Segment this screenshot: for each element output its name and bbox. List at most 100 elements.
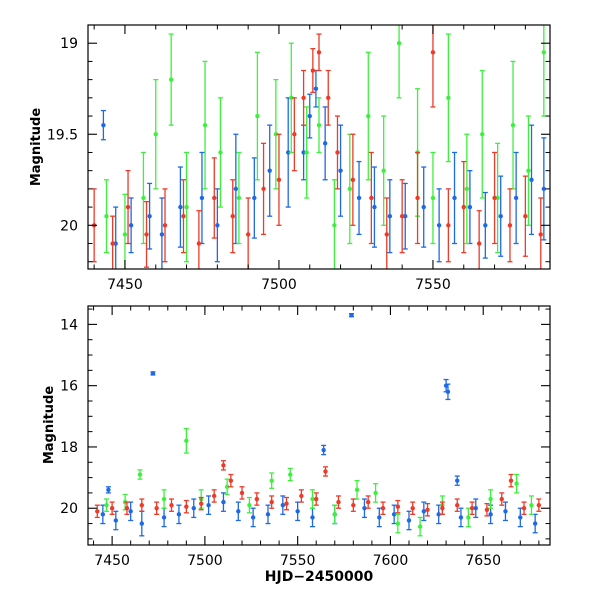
bottom-y-axis-title: Magnitude <box>42 386 57 465</box>
data-point <box>376 507 382 528</box>
data-point <box>273 78 279 190</box>
data-point <box>177 166 183 248</box>
data-point <box>368 151 374 245</box>
data-point <box>473 498 479 519</box>
data-point <box>217 97 223 208</box>
data-point <box>502 501 508 522</box>
y-tick-label: 14 <box>60 317 78 333</box>
data-point <box>125 170 131 245</box>
data-point <box>484 502 490 517</box>
data-point <box>168 33 174 126</box>
data-point <box>124 501 130 516</box>
data-point <box>254 51 260 181</box>
data-point <box>199 151 205 245</box>
data-point <box>521 501 527 516</box>
data-point <box>103 179 109 254</box>
data-point <box>350 498 356 512</box>
data-point <box>291 97 297 172</box>
data-point <box>402 182 408 250</box>
data-point <box>267 124 273 217</box>
data-point <box>162 188 168 263</box>
data-point <box>532 513 538 534</box>
data-point <box>495 142 501 254</box>
data-point <box>228 473 234 488</box>
data-point <box>356 160 362 236</box>
data-point <box>354 480 360 500</box>
y-tick-label: 19.5 <box>47 127 78 143</box>
data-point <box>387 179 393 254</box>
data-point <box>214 188 220 263</box>
data-point <box>261 142 267 236</box>
data-point <box>140 151 146 245</box>
data-point <box>109 501 115 516</box>
data-point <box>430 25 436 108</box>
data-point <box>128 501 134 522</box>
x-tick-label: 7650 <box>465 553 501 569</box>
data-point <box>395 513 401 534</box>
data-point <box>373 483 379 503</box>
data-point <box>395 499 401 514</box>
data-point <box>467 170 473 245</box>
data-point <box>183 427 189 454</box>
data-point <box>410 501 416 516</box>
data-point <box>301 69 307 126</box>
data-point <box>421 501 427 522</box>
data-point <box>482 191 488 259</box>
data-point <box>100 109 106 141</box>
data-point <box>454 475 460 486</box>
bottom-plot-frame <box>87 305 551 546</box>
data-point <box>176 504 182 525</box>
y-tick-label: 19 <box>60 36 78 52</box>
data-point <box>183 499 189 514</box>
data-point <box>150 371 156 376</box>
data-point <box>235 501 241 522</box>
data-point <box>476 210 482 269</box>
data-point <box>288 42 294 154</box>
data-point <box>316 33 322 72</box>
data-point <box>528 495 534 516</box>
series-green <box>104 427 534 537</box>
data-point <box>284 496 290 511</box>
data-point <box>250 507 256 528</box>
bottom-panel: 7450 7500 7550 7600 7650 14 16 18 20 Magnitude H… <box>42 305 551 585</box>
data-point <box>110 215 116 269</box>
data-point <box>514 473 520 494</box>
data-point <box>348 312 354 318</box>
x-tick-label: 7600 <box>373 553 409 569</box>
data-point <box>206 495 212 516</box>
data-point <box>184 151 190 263</box>
data-point <box>280 495 286 516</box>
top-plot-frame <box>87 24 551 270</box>
data-point <box>452 151 458 245</box>
data-point <box>94 504 100 519</box>
data-point <box>211 157 217 239</box>
data-point <box>313 69 319 108</box>
data-point <box>154 501 160 516</box>
data-point <box>211 489 217 503</box>
data-point <box>139 498 145 512</box>
data-point <box>246 496 252 514</box>
data-point <box>425 502 431 517</box>
data-point <box>499 492 505 506</box>
data-point <box>522 175 528 257</box>
data-point <box>479 69 485 199</box>
data-point <box>304 106 310 199</box>
data-point <box>295 501 301 522</box>
data-point <box>510 60 516 190</box>
series-red <box>91 25 544 269</box>
data-point <box>430 151 436 245</box>
data-point <box>245 197 251 269</box>
data-point <box>202 60 208 190</box>
data-point <box>233 133 239 245</box>
data-point <box>307 93 313 139</box>
x-tick-label: 7550 <box>280 553 316 569</box>
bottom-axis-ticks: 7450 7500 7550 7600 7650 14 16 18 20 <box>60 306 550 569</box>
data-point <box>396 25 402 99</box>
data-point <box>507 188 513 263</box>
data-point <box>335 495 341 509</box>
y-tick-label: 18 <box>60 440 78 456</box>
data-point <box>417 516 423 537</box>
data-point <box>287 467 293 482</box>
top-y-axis-title: Magnitude <box>29 108 44 187</box>
